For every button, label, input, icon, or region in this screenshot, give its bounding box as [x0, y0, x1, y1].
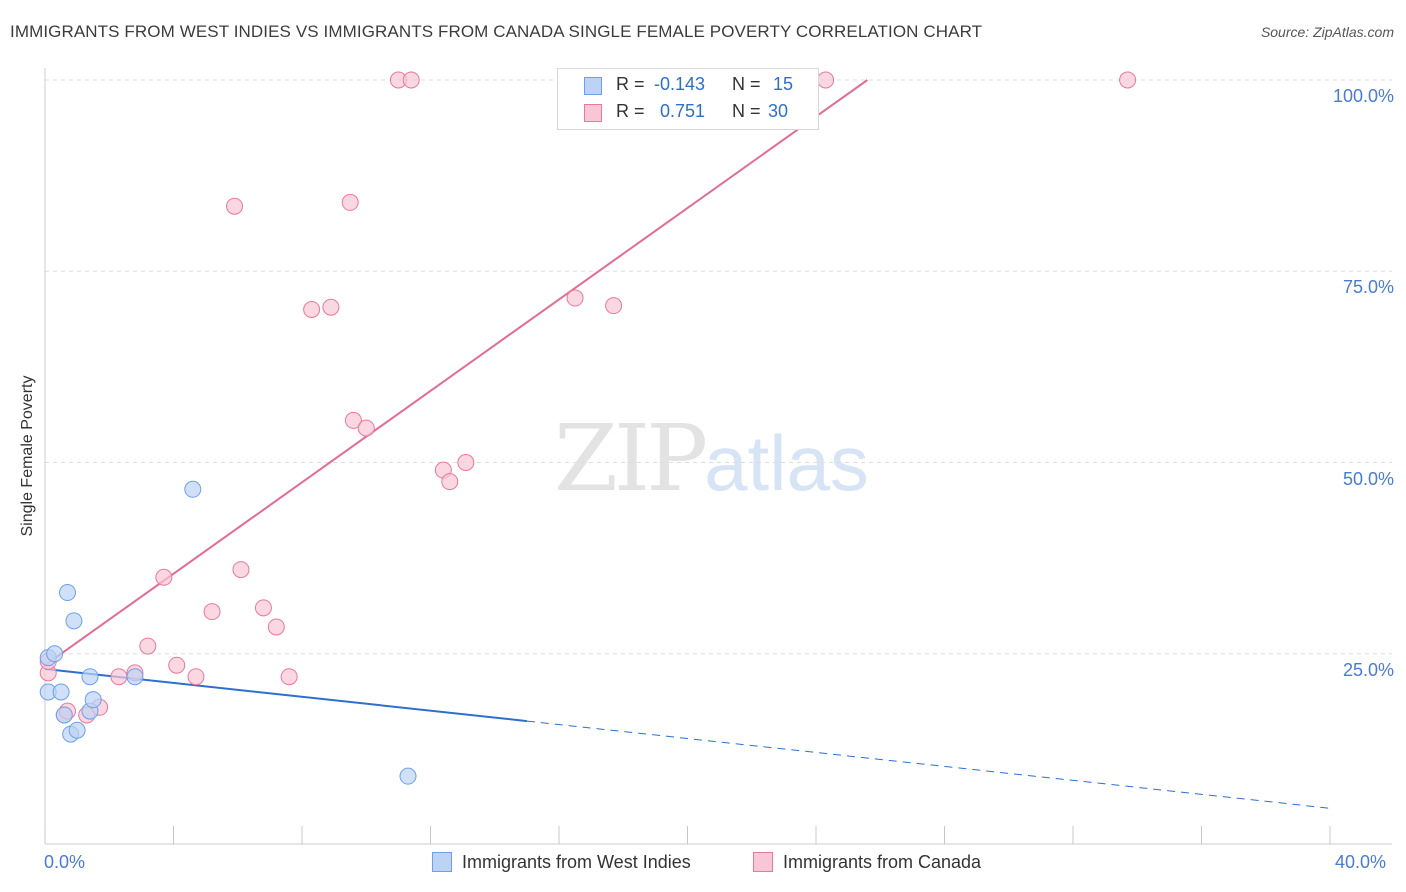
watermark-atlas: atlas [704, 419, 869, 507]
point-canada [441, 473, 459, 491]
legend-swatch-west-indies [584, 77, 602, 95]
bottom-legend-swatch-west-indies [432, 852, 452, 872]
data-points [39, 71, 1137, 785]
point-canada [322, 298, 340, 316]
point-canada [267, 618, 285, 636]
x-tick-label-min: 0.0% [44, 852, 86, 872]
correlation-legend: R = -0.143 N = 15 R = 0.751 N = 30 [557, 68, 819, 130]
point-west-indies [81, 668, 99, 686]
legend-swatch-canada [584, 104, 602, 122]
bottom-legend-west-indies: Immigrants from West Indies [432, 852, 691, 873]
legend-n-label: N = [732, 101, 761, 121]
bottom-legend-label-canada: Immigrants from Canada [783, 852, 982, 872]
point-canada [187, 668, 205, 686]
point-canada [817, 71, 835, 89]
source-label: Source: ZipAtlas.com [1260, 24, 1394, 40]
x-tick-label-max: 40.0% [1335, 852, 1387, 872]
y-axis-label: Single Female Poverty [19, 375, 36, 537]
trend-lines [44, 79, 1331, 809]
point-west-indies [399, 767, 417, 785]
point-west-indies [65, 612, 83, 630]
legend-n-value-west-indies: 15 [773, 74, 794, 94]
legend-r-value-canada: 0.751 [660, 101, 706, 121]
point-canada [1119, 71, 1137, 89]
bottom-legend-label-west-indies: Immigrants from West Indies [462, 852, 691, 872]
point-canada [280, 668, 298, 686]
point-canada [232, 561, 250, 579]
point-canada [566, 289, 584, 307]
point-west-indies [55, 706, 73, 724]
y-tick-label-25: 25.0% [1342, 659, 1394, 680]
y-tick-label-75: 75.0% [1342, 277, 1394, 298]
point-canada [139, 637, 157, 655]
point-canada [155, 568, 173, 586]
point-canada [303, 301, 321, 318]
trend-line-canada [44, 79, 868, 667]
point-canada [402, 71, 420, 89]
legend-r-label: R = [616, 101, 645, 121]
axes [44, 68, 1392, 845]
point-canada [110, 668, 128, 686]
y-tick-label-100: 100.0% [1332, 86, 1394, 106]
point-canada [341, 193, 359, 211]
point-canada [344, 411, 362, 429]
point-west-indies [184, 480, 202, 498]
legend-r-label: R = [616, 74, 645, 94]
point-west-indies [58, 584, 76, 602]
watermark-zip: ZIP [554, 405, 708, 512]
legend-n-label: N = [732, 74, 761, 94]
point-canada [605, 297, 623, 315]
bottom-legend-canada: Immigrants from Canada [753, 852, 981, 873]
point-canada [203, 603, 221, 621]
point-canada [254, 599, 272, 617]
point-west-indies [46, 645, 64, 663]
watermark: ZIPatlas [554, 405, 869, 512]
legend-n-value-canada: 30 [768, 101, 789, 121]
point-west-indies [84, 691, 102, 709]
y-tick-label-50: 50.0% [1342, 468, 1394, 489]
point-west-indies [52, 683, 70, 701]
point-canada [168, 656, 186, 674]
point-canada [457, 454, 475, 471]
chart-title: IMMIGRANTS FROM WEST INDIES VS IMMIGRANT… [10, 22, 983, 41]
legend-r-value-west-indies: -0.143 [654, 74, 706, 94]
trend-line-west-indies-extrapolated [526, 720, 1331, 809]
point-west-indies [68, 721, 86, 739]
point-canada [226, 197, 244, 215]
point-west-indies [126, 668, 144, 686]
point-canada [357, 419, 375, 437]
bottom-legend-swatch-canada [753, 852, 773, 872]
